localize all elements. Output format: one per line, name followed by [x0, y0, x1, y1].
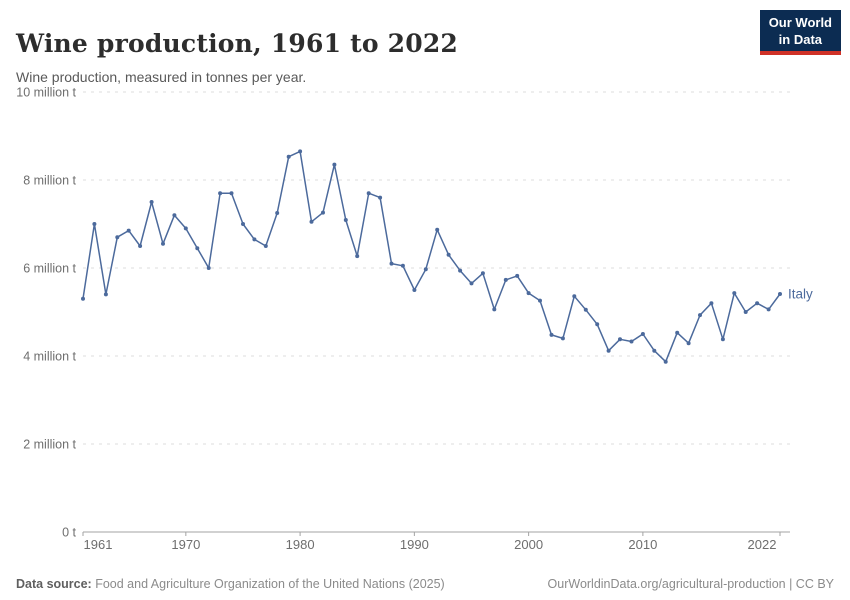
data-point-2010[interactable] [640, 332, 645, 336]
data-point-1978[interactable] [275, 211, 280, 215]
data-point-2015[interactable] [698, 313, 702, 318]
data-point-1973[interactable] [218, 191, 223, 196]
data-point-1962[interactable] [92, 222, 97, 226]
data-point-1969[interactable] [172, 213, 177, 218]
data-point-2021[interactable] [766, 307, 771, 312]
data-point-1965[interactable] [126, 228, 131, 233]
y-axis-label: 4 million t [23, 350, 76, 364]
data-point-1963[interactable] [103, 292, 108, 297]
data-point-1967[interactable] [149, 200, 154, 204]
data-point-1982[interactable] [321, 210, 325, 215]
x-axis-label-2022: 2022 [748, 537, 777, 552]
data-point-1991[interactable] [423, 267, 428, 272]
series-label-italy[interactable]: Italy [788, 286, 813, 301]
data-point-1966[interactable] [138, 244, 143, 248]
data-point-2012[interactable] [663, 359, 668, 364]
data-point-1997[interactable] [492, 307, 497, 312]
x-axis-label-2000: 2000 [514, 537, 543, 552]
line-series-italy[interactable] [82, 150, 781, 363]
data-point-2007[interactable] [606, 348, 611, 353]
data-point-1992[interactable] [435, 227, 440, 232]
data-point-1975[interactable] [241, 222, 245, 226]
owid-url-link[interactable]: OurWorldinData.org/agricultural-producti… [547, 577, 834, 591]
data-point-1968[interactable] [161, 241, 165, 246]
data-point-1999[interactable] [515, 273, 520, 278]
y-axis-label: 0 t [62, 526, 76, 540]
x-axis-label-1980: 1980 [286, 537, 315, 552]
data-point-1989[interactable] [400, 263, 405, 268]
x-axis-label-1961: 1961 [84, 537, 113, 552]
data-point-1961[interactable] [81, 296, 85, 301]
data-source-text: Food and Agriculture Organization of the… [91, 577, 445, 591]
data-point-1998[interactable] [503, 277, 508, 282]
data-point-2011[interactable] [652, 348, 657, 353]
data-point-2014[interactable] [686, 341, 691, 346]
data-point-1987[interactable] [378, 195, 383, 200]
data-point-1981[interactable] [309, 219, 314, 224]
data-point-1970[interactable] [183, 226, 188, 231]
chart-subtitle: Wine production, measured in tonnes per … [16, 69, 307, 85]
data-point-2022[interactable] [778, 292, 782, 296]
data-point-1996[interactable] [480, 271, 485, 276]
data-point-2016[interactable] [709, 301, 714, 306]
data-point-1985[interactable] [355, 254, 360, 259]
data-point-1984[interactable] [343, 218, 348, 222]
chart-footer: Data source: Food and Agriculture Organi… [0, 577, 850, 591]
data-point-2009[interactable] [629, 339, 634, 344]
data-point-1990[interactable] [412, 288, 417, 292]
owid-logo-line2: in Data [778, 31, 823, 47]
data-point-1993[interactable] [446, 252, 451, 257]
data-point-2003[interactable] [560, 336, 565, 341]
data-point-2013[interactable] [675, 330, 680, 335]
x-axis-label-2010: 2010 [628, 537, 657, 552]
data-point-1971[interactable] [195, 246, 200, 251]
data-point-1994[interactable] [458, 268, 463, 273]
x-axis-label-1970: 1970 [171, 537, 200, 552]
data-point-1964[interactable] [115, 235, 120, 240]
data-point-2004[interactable] [572, 294, 577, 299]
y-axis-label: 2 million t [23, 438, 76, 452]
y-axis-label: 8 million t [23, 174, 76, 188]
data-point-2018[interactable] [732, 291, 737, 296]
chart-title: Wine production, 1961 to 2022 [16, 28, 459, 58]
data-point-1977[interactable] [263, 244, 268, 248]
data-point-2000[interactable] [526, 291, 531, 296]
data-point-1972[interactable] [206, 266, 211, 270]
x-axis-label-1990: 1990 [400, 537, 429, 552]
data-source: Data source: Food and Agriculture Organi… [16, 577, 445, 591]
data-point-2006[interactable] [595, 322, 600, 327]
data-source-label: Data source: [16, 577, 92, 591]
data-point-1983[interactable] [332, 162, 337, 167]
data-point-1986[interactable] [366, 191, 371, 196]
data-point-2008[interactable] [618, 337, 622, 342]
y-axis-label: 10 million t [16, 86, 76, 100]
data-point-2005[interactable] [583, 307, 588, 312]
data-point-1988[interactable] [389, 261, 394, 266]
data-point-1976[interactable] [252, 237, 257, 242]
owid-logo[interactable]: Our World in Data [759, 10, 841, 56]
data-point-2002[interactable] [549, 332, 554, 337]
owid-logo-line1: Our World [768, 15, 832, 30]
data-point-2017[interactable] [720, 337, 725, 342]
y-axis-label: 6 million t [23, 262, 76, 276]
data-point-2019[interactable] [743, 310, 748, 314]
data-point-1995[interactable] [469, 281, 474, 286]
data-point-1974[interactable] [229, 191, 234, 196]
data-point-2020[interactable] [755, 301, 760, 306]
data-point-2001[interactable] [538, 298, 542, 303]
data-point-1980[interactable] [298, 149, 303, 154]
data-point-1979[interactable] [286, 154, 291, 159]
